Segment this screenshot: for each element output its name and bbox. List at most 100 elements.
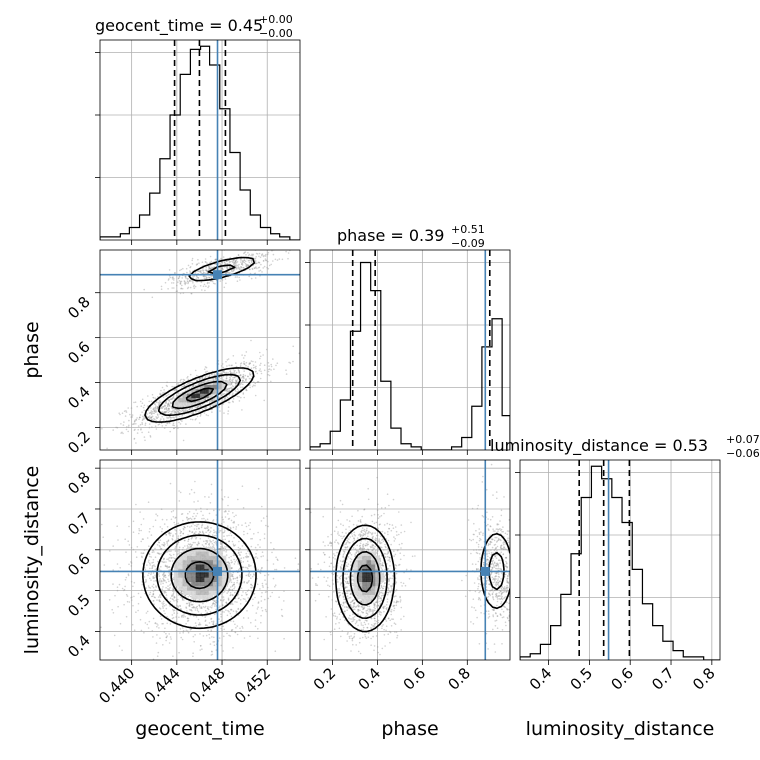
sample-point	[206, 269, 208, 272]
sample-point	[227, 513, 229, 515]
sample-point	[265, 259, 268, 262]
sample-point	[211, 620, 213, 623]
sample-point	[253, 267, 256, 269]
sample-point	[212, 602, 214, 605]
sample-point	[249, 372, 251, 375]
sample-point	[153, 576, 155, 579]
sample-point	[180, 608, 182, 610]
sample-point	[259, 355, 262, 358]
sample-point	[227, 597, 230, 600]
sample-point	[203, 283, 206, 286]
sample-point	[159, 600, 161, 603]
sample-point	[197, 270, 199, 273]
sample-point	[220, 547, 222, 550]
sample-point	[183, 384, 186, 387]
sample-point	[168, 399, 171, 401]
sample-point	[249, 362, 251, 364]
sample-point	[174, 550, 177, 552]
sample-point	[148, 586, 150, 589]
sample-point	[259, 357, 261, 360]
sample-point	[150, 595, 153, 598]
sample-point	[140, 629, 143, 632]
density-cell	[208, 555, 214, 561]
sample-point	[180, 287, 183, 290]
sample-point	[235, 514, 237, 517]
sample-point	[230, 364, 232, 367]
sample-point	[231, 400, 234, 403]
sample-point	[164, 564, 167, 567]
density-cell	[213, 577, 218, 582]
sample-point	[208, 543, 210, 546]
sample-point	[247, 365, 249, 368]
sample-point	[173, 557, 176, 560]
sample-point	[262, 259, 265, 262]
density-cell	[187, 573, 192, 578]
sample-point	[258, 270, 260, 272]
density-cell	[200, 555, 205, 561]
sample-point	[213, 529, 215, 531]
sample-point	[261, 609, 264, 612]
sample-point	[127, 574, 130, 577]
sample-point	[206, 508, 208, 511]
sample-point	[383, 552, 385, 555]
sample-point	[134, 401, 137, 404]
sample-point	[232, 682, 234, 684]
sample-point	[215, 623, 217, 625]
sample-point	[158, 541, 160, 544]
sample-point	[253, 258, 256, 261]
sample-point	[401, 542, 403, 545]
sample-point	[192, 412, 195, 415]
sample-point	[231, 385, 234, 387]
sample-point	[181, 416, 183, 419]
sample-point	[173, 591, 175, 593]
sample-point	[231, 585, 234, 588]
sample-point	[175, 621, 177, 623]
sample-point	[176, 394, 178, 397]
sample-point	[172, 598, 174, 601]
sample-point	[233, 376, 236, 379]
sample-point	[225, 272, 227, 274]
sample-point	[154, 425, 157, 428]
sample-point	[162, 600, 165, 603]
sample-point	[220, 522, 223, 525]
sample-point	[229, 588, 232, 591]
sample-point	[212, 623, 215, 626]
sample-point	[204, 375, 207, 378]
sample-point	[262, 555, 265, 557]
sample-point	[170, 638, 172, 640]
sample-point	[236, 579, 239, 582]
sample-point	[272, 260, 274, 262]
sample-point	[167, 532, 170, 535]
sample-point	[136, 405, 138, 408]
truth-marker	[213, 566, 223, 576]
sample-point	[241, 485, 244, 488]
sample-point	[399, 599, 402, 601]
sample-point	[167, 550, 169, 553]
sample-point	[266, 253, 269, 256]
sample-point	[166, 542, 168, 544]
density-cell	[213, 560, 218, 565]
sample-point	[200, 405, 202, 408]
density-cell	[191, 555, 196, 561]
sample-point	[159, 407, 162, 410]
sample-point	[162, 574, 164, 576]
sample-point	[163, 575, 165, 578]
sample-point	[366, 529, 368, 531]
sample-point	[173, 385, 175, 388]
sample-point	[223, 628, 225, 631]
sample-point	[157, 552, 160, 555]
sample-point	[149, 417, 152, 419]
sample-point	[195, 616, 198, 618]
sample-point	[169, 569, 172, 571]
sample-point	[203, 275, 205, 277]
sample-point	[246, 581, 248, 584]
sample-point	[210, 400, 212, 402]
sample-point	[186, 516, 188, 519]
sample-point	[208, 544, 211, 546]
sample-point	[242, 357, 245, 359]
sample-point	[196, 379, 199, 382]
sample-point	[393, 555, 396, 557]
sample-point	[224, 390, 226, 392]
sample-point	[254, 257, 257, 260]
sample-point	[223, 371, 225, 373]
